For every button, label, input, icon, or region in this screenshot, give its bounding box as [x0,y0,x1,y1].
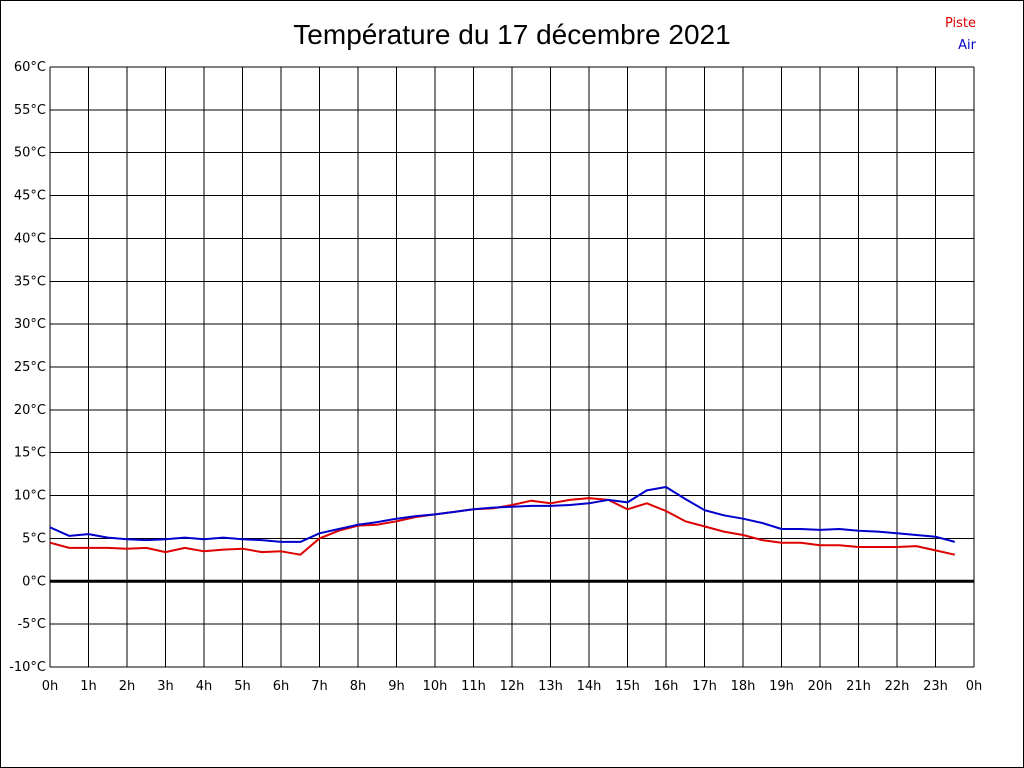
x-tick-label: 0h [966,679,983,694]
x-tick-label: 1h [80,679,97,694]
y-tick-label: 45°C [14,189,46,204]
x-tick-label: 9h [388,679,405,694]
legend-entry-air: Air [958,38,976,53]
legend-entry-piste: Piste [944,16,976,31]
y-tick-label: 5°C [22,531,46,546]
y-tick-label: 40°C [14,231,46,246]
chart-title: Température du 17 décembre 2021 [293,19,731,50]
y-tick-label: 10°C [14,489,46,504]
x-tick-label: 13h [538,679,563,694]
x-tick-label: 14h [577,679,602,694]
x-tick-label: 10h [423,679,448,694]
series-line-air [49,486,956,543]
x-tick-label: 22h [885,679,910,694]
x-tick-label: 2h [119,679,136,694]
x-tick-label: 6h [273,679,290,694]
y-tick-label: 55°C [14,103,46,118]
y-tick-label: -5°C [17,617,46,632]
x-tick-label: 21h [846,679,871,694]
x-tick-label: 8h [350,679,367,694]
x-tick-label: 11h [461,679,486,694]
x-tick-label: 15h [615,679,640,694]
y-tick-label: -10°C [9,660,46,675]
y-tick-label: 50°C [14,146,46,161]
y-tick-label: 0°C [22,574,46,589]
x-tick-label: 4h [196,679,213,694]
x-tick-label: 0h [42,679,59,694]
y-tick-label: 30°C [14,317,46,332]
x-tick-label: 23h [923,679,948,694]
x-tick-label: 5h [234,679,251,694]
y-tick-label: 15°C [14,446,46,461]
x-tick-label: 12h [500,679,525,694]
x-tick-label: 7h [311,679,328,694]
x-tick-label: 17h [692,679,717,694]
x-tick-label: 16h [654,679,679,694]
y-tick-label: 25°C [14,360,46,375]
x-tick-label: 20h [808,679,833,694]
x-tick-label: 3h [157,679,174,694]
y-tick-label: 35°C [14,274,46,289]
legend: Piste Air [945,13,976,57]
y-tick-label: 60°C [14,60,46,75]
y-tick-label: 20°C [14,403,46,418]
x-tick-label: 18h [731,679,756,694]
x-tick-label: 19h [769,679,794,694]
